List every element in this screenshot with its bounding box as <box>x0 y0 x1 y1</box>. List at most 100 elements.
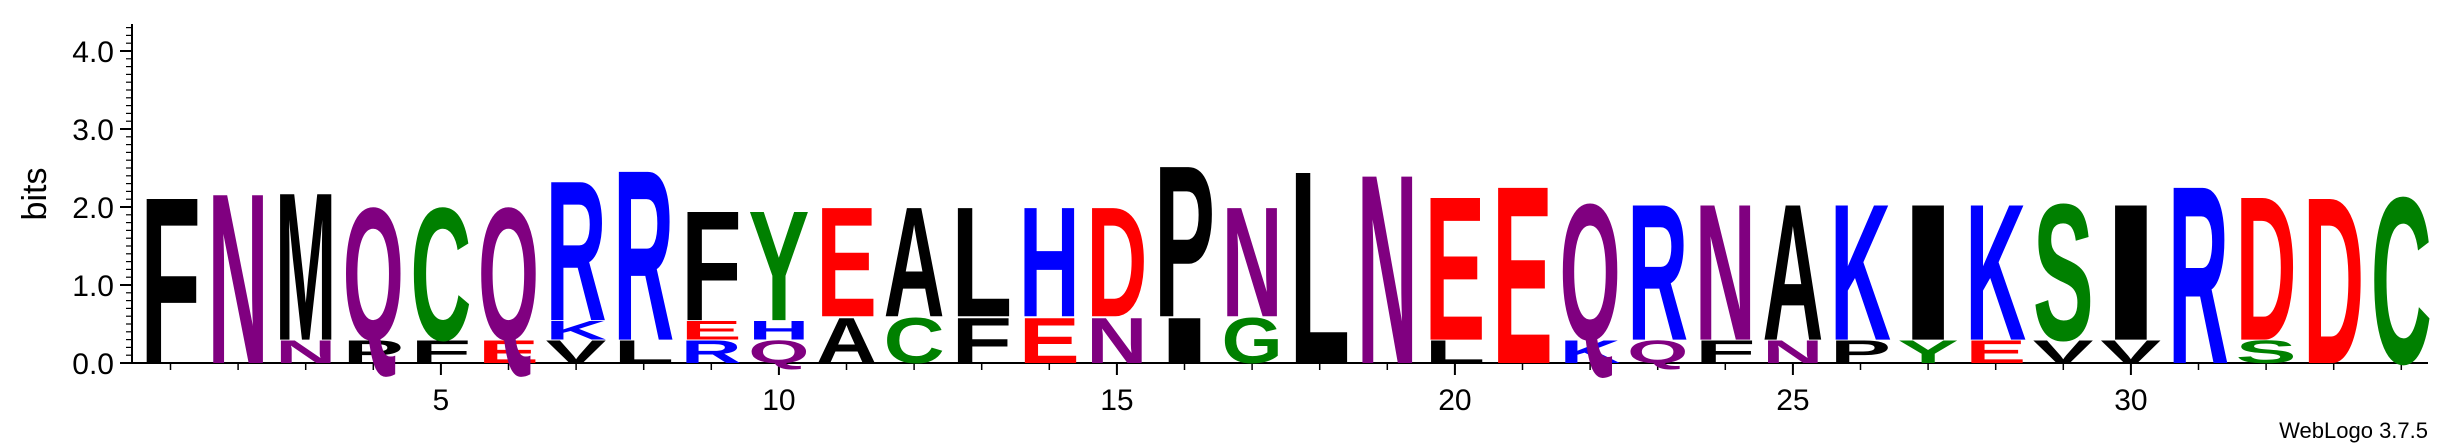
letter-stack-14: EH <box>1019 174 1080 377</box>
letter-stack-27: YI <box>1898 163 1959 381</box>
x-ticks: 5 10 15 20 25 30 <box>169 363 2403 417</box>
logo-letter: S <box>2033 164 2094 382</box>
letter-stack-21: E <box>1492 133 1553 418</box>
logo-letter: N <box>1222 174 1283 350</box>
logo-letter: Y <box>748 180 809 355</box>
y-tick-label: 3.0 <box>72 114 114 147</box>
logo-letter: E <box>1492 133 1553 418</box>
y-tick-label: 4.0 <box>72 36 114 69</box>
letter-stack-18: L <box>1289 114 1350 423</box>
logo-letter: E <box>478 334 539 370</box>
letter-stack-31: R <box>2168 133 2229 418</box>
logo-letter: E <box>1424 153 1485 383</box>
letter-stack-12: CA <box>884 174 945 377</box>
logo-letter: K <box>1965 163 2026 381</box>
logo-letter: Q <box>1560 164 1621 382</box>
letter-stack-11: AE <box>816 176 877 377</box>
logo-letter: L <box>1424 334 1485 370</box>
letter-stack-29: VS <box>2033 164 2094 382</box>
logo-letter: I <box>2100 163 2161 381</box>
logo-letter: L <box>951 174 1012 349</box>
logo-letter: H <box>1019 174 1080 350</box>
letter-stack-4: PQ <box>343 168 404 380</box>
letter-stack-34: C <box>2371 147 2432 414</box>
logo-letter: K <box>1830 163 1891 381</box>
letter-stack-5: FC <box>410 169 471 381</box>
logo-letter: P <box>343 334 404 370</box>
logo-letter: K <box>546 315 607 345</box>
logo-letter: V <box>546 334 607 370</box>
logo-letter: A <box>884 174 945 350</box>
logo-letter: Q <box>748 334 809 370</box>
logo-letter: P <box>1154 121 1215 363</box>
logo-letter: K <box>1560 334 1621 371</box>
logo-letter: N <box>1086 304 1147 376</box>
x-tick-label: 10 <box>762 384 795 417</box>
logo-letter: I <box>1154 304 1215 377</box>
logo-letter: F <box>951 304 1012 377</box>
logo-letter: E <box>681 316 742 346</box>
logo-letter: F <box>1695 334 1756 370</box>
letter-stack-10: QHY <box>748 180 809 370</box>
logo-letter: A <box>816 304 877 376</box>
letter-stack-15: ND <box>1086 174 1147 377</box>
logo-letter: D <box>1086 174 1147 350</box>
logo-letter: R <box>546 139 607 363</box>
logo-letter: R <box>1627 163 1688 381</box>
letter-stack-23: QR <box>1627 163 1688 381</box>
x-tick-label: 15 <box>1100 384 1133 417</box>
letter-stack-6: EQ <box>478 168 539 380</box>
letter-stack-26: PK <box>1830 163 1891 381</box>
y-tick-label: 1.0 <box>72 270 114 303</box>
logo-letter: F <box>410 334 471 370</box>
letter-stack-16: IP <box>1154 121 1215 377</box>
letter-stack-7: VKR <box>546 139 607 370</box>
y-ticks: 0.0 1.0 2.0 3.0 4.0 <box>72 27 132 381</box>
logo-letter: R <box>613 119 674 392</box>
logo-letter: C <box>410 169 471 381</box>
letter-stack-19: N <box>1357 117 1418 421</box>
footer-label: WebLogo 3.7.5 <box>2279 418 2428 443</box>
logo-letter: Q <box>343 168 404 380</box>
letter-stack-22: KQ <box>1560 164 1621 382</box>
axes <box>131 24 2428 364</box>
letter-stack-24: FN <box>1695 163 1756 381</box>
logo-letter: N <box>208 143 269 416</box>
letter-stack-32: SD <box>2236 155 2297 384</box>
logo-letter: D <box>2303 147 2364 414</box>
y-tick-label: 2.0 <box>72 192 114 225</box>
logo-letter: V <box>2033 334 2094 370</box>
logo-letter: L <box>1289 114 1350 423</box>
logo-letter: N <box>1357 117 1418 421</box>
letter-stack-2: N <box>208 143 269 416</box>
logo-letter: N <box>1695 163 1756 381</box>
logo-letter: Q <box>1627 334 1688 370</box>
logo-letter: L <box>613 334 674 370</box>
logo-letter: C <box>884 304 945 376</box>
logo-letter: D <box>2236 155 2297 384</box>
logo-letter: N <box>275 334 336 371</box>
letter-stack-33: D <box>2303 147 2364 414</box>
letter-stack-17: GN <box>1222 174 1283 377</box>
letter-stack-28: EK <box>1965 163 2026 381</box>
logo-letter: Y <box>1898 334 1959 370</box>
logo-letter: E <box>1965 334 2026 370</box>
logo-letter: N <box>1762 334 1823 371</box>
logo-letter: G <box>1222 305 1283 377</box>
letter-stack-13: FL <box>951 174 1012 377</box>
letter-stack-20: LE <box>1424 153 1485 383</box>
letter-stack-1: F <box>140 148 201 414</box>
logo-letter: E <box>1019 304 1080 377</box>
x-tick-label: 30 <box>2114 384 2147 417</box>
y-tick-label: 0.0 <box>72 348 114 381</box>
x-tick-label: 5 <box>433 384 450 417</box>
letter-stack-3: NM <box>275 149 336 386</box>
letter-stack-30: VI <box>2100 163 2161 381</box>
y-axis-label: bits <box>16 168 54 221</box>
logo-letter: S <box>2236 334 2297 370</box>
logo-letter: F <box>140 148 201 414</box>
letter-stack-9: REF <box>681 178 742 370</box>
logo-letter: H <box>748 315 809 345</box>
logo-letter: M <box>275 149 336 386</box>
